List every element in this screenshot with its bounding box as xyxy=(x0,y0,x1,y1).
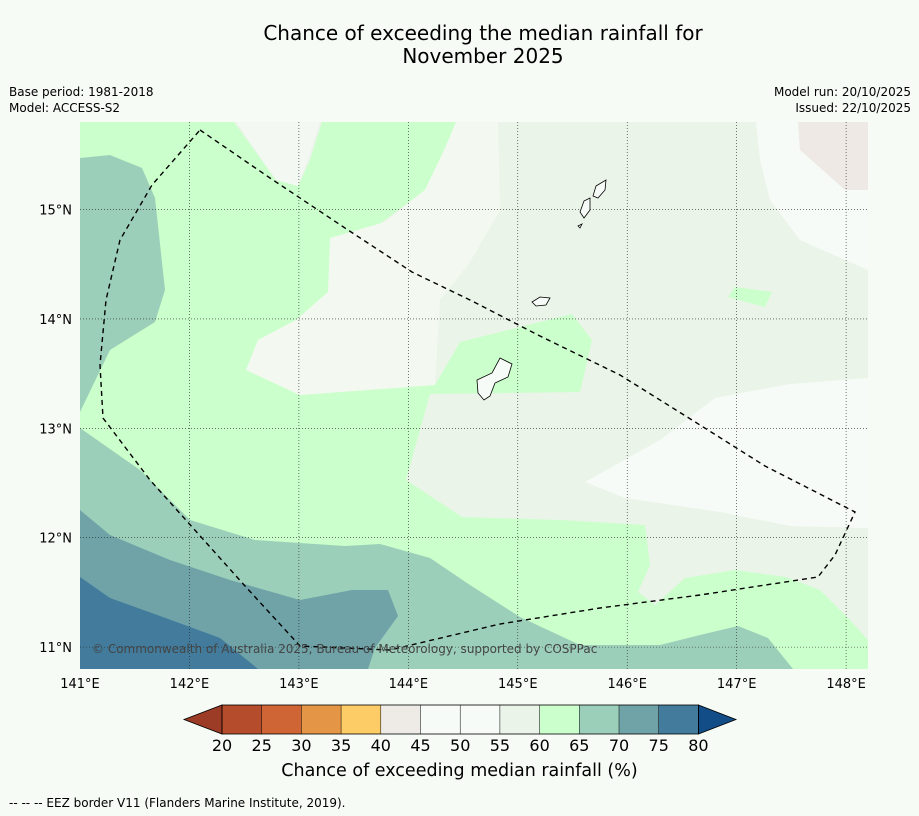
meta-right: Model run: 20/10/2025 Issued: 22/10/2025 xyxy=(774,84,911,116)
meta-left: Base period: 1981-2018 Model: ACCESS-S2 xyxy=(9,84,154,116)
y-tick-label: 12°N xyxy=(39,532,72,547)
contour-white-east xyxy=(585,378,868,528)
x-tick-label: 143°E xyxy=(279,677,319,692)
y-tick-label: 14°N xyxy=(39,313,72,328)
colorbar-tick-label: 55 xyxy=(490,736,510,755)
colorbar-extend-low xyxy=(182,704,223,735)
colorbar-swatch xyxy=(222,705,262,734)
x-tick-label: 142°E xyxy=(170,677,210,692)
base-period-text: Base period: 1981-2018 xyxy=(9,85,154,99)
guam-island xyxy=(476,357,513,401)
colorbar-tick-label: 50 xyxy=(450,736,470,755)
y-tick-label: 11°N xyxy=(39,641,72,656)
colorbar-swatch xyxy=(658,705,699,734)
chart-title-line2: November 2025 xyxy=(402,44,564,68)
colorbar-swatch xyxy=(341,705,381,734)
colorbar-tick-label: 75 xyxy=(649,736,669,755)
colorbar-tick-label: 70 xyxy=(609,736,629,755)
colorbar-swatch xyxy=(261,705,302,734)
eez-border xyxy=(99,129,856,651)
colorbar-tick-label: 35 xyxy=(331,736,351,755)
colorbar-swatch xyxy=(420,705,461,734)
colorbar-swatch xyxy=(460,705,500,734)
colorbar-tick-label: 30 xyxy=(291,736,311,755)
colorbar-swatch xyxy=(619,705,659,734)
colorbar: 20 25 30 35 40 45 50 55 60 65 70 75 80 xyxy=(182,704,738,755)
tinian-island xyxy=(579,197,591,219)
contour-green-patch xyxy=(728,287,772,307)
colorbar-tick-label: 65 xyxy=(569,736,589,755)
y-tick-label: 15°N xyxy=(39,204,72,219)
model-text: Model: ACCESS-S2 xyxy=(9,101,121,115)
colorbar-extend-high xyxy=(698,704,738,735)
colorbar-tick-label: 80 xyxy=(688,736,708,755)
contour-white-center xyxy=(246,122,500,395)
colorbar-swatch xyxy=(380,705,421,734)
aguijan-island xyxy=(577,223,583,229)
colorbar-tick-label: 40 xyxy=(371,736,391,755)
axis-labels: 141°E 142°E 143°E 144°E 145°E 146°E 147°E 148°E… xyxy=(39,204,866,692)
islands xyxy=(476,179,607,401)
y-tick-label: 13°N xyxy=(39,422,72,437)
x-tick-label: 141°E xyxy=(60,677,100,692)
x-tick-label: 147°E xyxy=(717,677,757,692)
issued-text: Issued: 22/10/2025 xyxy=(795,101,911,115)
x-tick-label: 146°E xyxy=(607,677,647,692)
colorbar-label: Chance of exceeding median rainfall (%) xyxy=(281,761,638,781)
colorbar-swatch xyxy=(579,705,619,734)
model-run-text: Model run: 20/10/2025 xyxy=(773,85,911,99)
chart-title: Chance of exceeding the median rainfall … xyxy=(0,22,919,68)
colorbar-swatch xyxy=(539,705,580,734)
colorbar-swatch xyxy=(499,705,540,734)
eez-footnote: -- -- -- EEZ border V11 (Flanders Marine… xyxy=(9,796,346,810)
colorbar-tick-label: 25 xyxy=(252,736,272,755)
colorbar-tick-label: 45 xyxy=(410,736,430,755)
colorbar-tick-label: 20 xyxy=(212,736,232,755)
contour-beige-40-45 xyxy=(798,122,868,190)
contour-green-60-65 xyxy=(80,122,868,669)
x-tick-label: 144°E xyxy=(389,677,429,692)
saipan-island xyxy=(592,179,607,199)
copyright-text: © Commonwealth of Australia 2025, Bureau… xyxy=(92,642,597,656)
contour-blue-75-80 xyxy=(80,577,258,669)
map-panel: © Commonwealth of Australia 2025, Bureau… xyxy=(80,122,868,669)
gridlines xyxy=(80,122,868,669)
chart-title-line1: Chance of exceeding the median rainfall … xyxy=(263,21,703,45)
colorbar-swatch xyxy=(301,705,342,734)
colorbar-tick-label: 60 xyxy=(529,736,549,755)
x-tick-label: 148°E xyxy=(826,677,866,692)
x-tick-label: 145°E xyxy=(498,677,538,692)
rota-island xyxy=(531,296,551,307)
